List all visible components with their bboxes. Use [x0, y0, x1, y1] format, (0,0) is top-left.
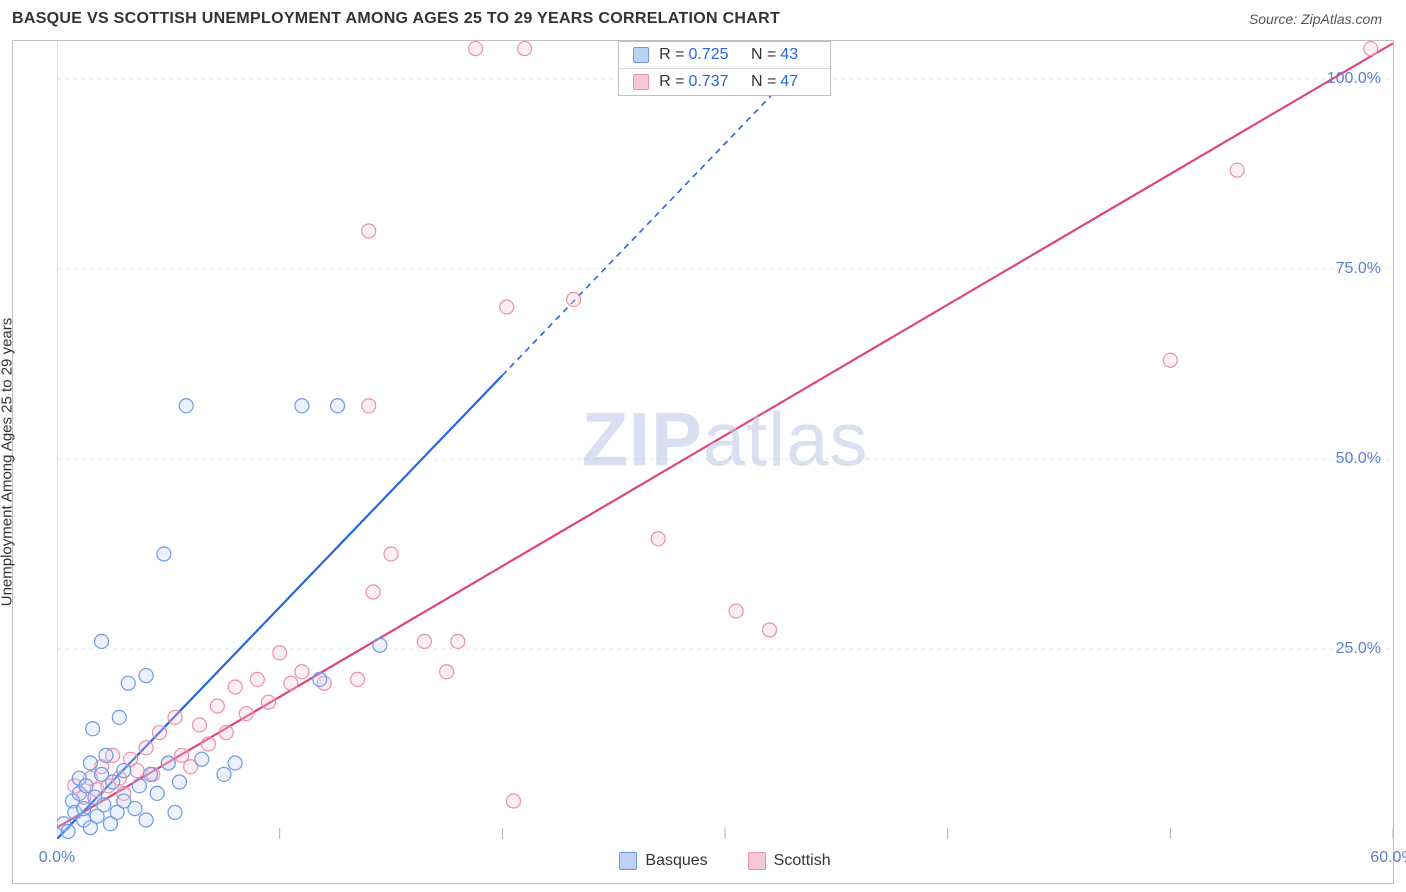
square-icon [619, 852, 637, 870]
legend-label: Basques [645, 852, 707, 870]
legend-label: Scottish [774, 852, 831, 870]
chart-title: BASQUE VS SCOTTISH UNEMPLOYMENT AMONG AG… [12, 10, 780, 28]
y-tick-label: 25.0% [1336, 640, 1381, 658]
corr-n-value: 47 [780, 73, 798, 90]
chart-container: Unemployment Among Ages 25 to 29 years Z… [12, 40, 1394, 884]
correlation-text: R =0.737 N =47 [659, 73, 816, 91]
plot-svg [57, 41, 1393, 839]
y-tick-label: 75.0% [1336, 260, 1381, 278]
square-icon [633, 74, 649, 90]
corr-r-label: R = [659, 73, 684, 90]
chart-header: BASQUE VS SCOTTISH UNEMPLOYMENT AMONG AG… [0, 0, 1406, 34]
corr-r-label: R = [659, 46, 684, 63]
corr-n-label: N = [751, 73, 776, 90]
corr-n-value: 43 [780, 46, 798, 63]
corr-r-value: 0.737 [688, 73, 728, 90]
y-tick-label: 100.0% [1327, 70, 1381, 88]
legend-item-scottish: Scottish [748, 852, 831, 870]
correlation-row-basques: R =0.725 N =43 [619, 42, 830, 68]
square-icon [633, 47, 649, 63]
y-axis-label: Unemployment Among Ages 25 to 29 years [0, 318, 16, 607]
legend-item-basques: Basques [619, 852, 707, 870]
square-icon [748, 852, 766, 870]
x-axis-bar: Basques Scottish [57, 839, 1393, 883]
correlation-row-scottish: R =0.737 N =47 [619, 68, 830, 95]
y-tick-label: 50.0% [1336, 450, 1381, 468]
chart-source: Source: ZipAtlas.com [1249, 11, 1382, 27]
correlation-box: R =0.725 N =43 R =0.737 N =47 [618, 41, 831, 96]
corr-n-label: N = [751, 46, 776, 63]
correlation-text: R =0.725 N =43 [659, 46, 816, 64]
corr-r-value: 0.725 [688, 46, 728, 63]
plot-area: ZIPatlas 25.0%50.0%75.0%100.0% 0.0%60.0%… [57, 41, 1393, 839]
